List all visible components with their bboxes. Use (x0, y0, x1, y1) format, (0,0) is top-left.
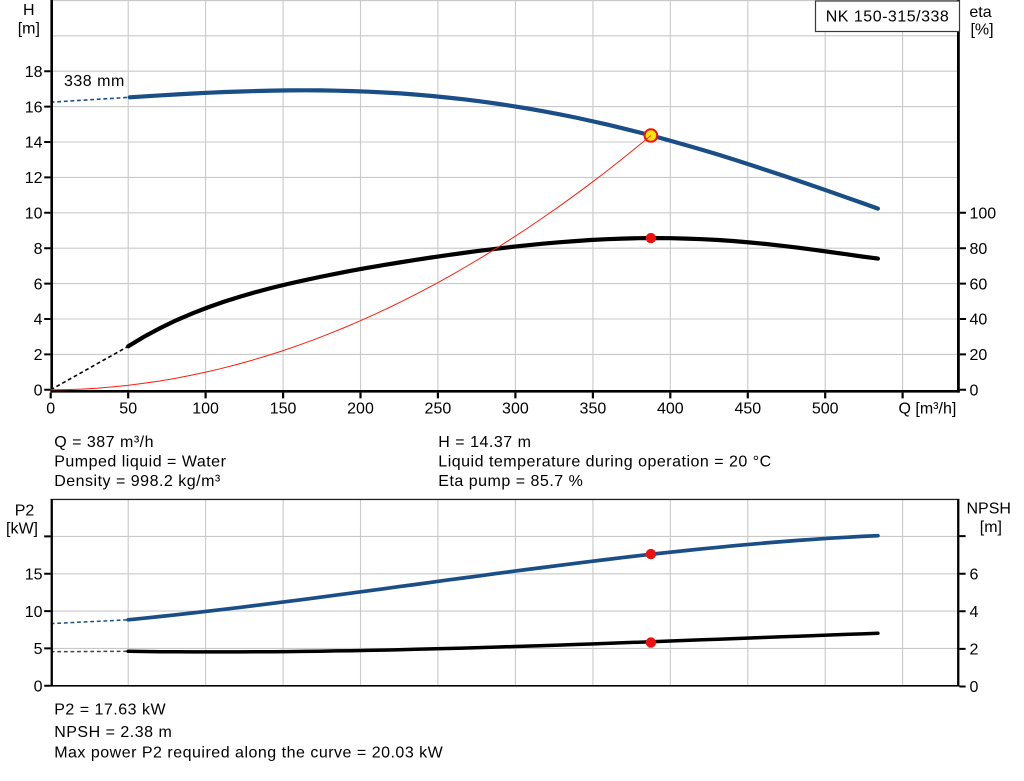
svg-text:338 mm: 338 mm (64, 73, 125, 90)
svg-text:20: 20 (970, 347, 988, 364)
svg-text:500: 500 (812, 400, 839, 417)
svg-text:NPSH = 2.38 m: NPSH = 2.38 m (54, 724, 172, 741)
svg-text:6: 6 (34, 276, 43, 293)
svg-text:2: 2 (970, 642, 979, 659)
svg-text:100: 100 (970, 206, 997, 223)
svg-text:100: 100 (192, 400, 219, 417)
svg-text:5: 5 (34, 641, 43, 658)
svg-text:250: 250 (425, 400, 452, 417)
svg-text:[m]: [m] (980, 519, 1002, 536)
svg-text:200: 200 (347, 400, 374, 417)
svg-text:Q [m³/h]: Q [m³/h] (899, 400, 957, 417)
svg-text:Liquid temperature during oper: Liquid temperature during operation = 20… (438, 454, 771, 471)
svg-text:NPSH: NPSH (967, 501, 1011, 518)
svg-text:350: 350 (580, 400, 607, 417)
svg-text:4: 4 (970, 604, 979, 621)
svg-text:50: 50 (119, 400, 137, 417)
svg-text:Q = 387 m³/h: Q = 387 m³/h (54, 434, 154, 451)
svg-text:18: 18 (25, 64, 43, 81)
svg-text:300: 300 (502, 400, 529, 417)
svg-text:80: 80 (970, 241, 988, 258)
svg-text:2: 2 (34, 347, 43, 364)
svg-text:0: 0 (46, 400, 55, 417)
svg-text:P2 = 17.63 kW: P2 = 17.63 kW (54, 702, 166, 719)
svg-text:[m]: [m] (18, 21, 40, 38)
svg-text:0: 0 (970, 383, 979, 400)
svg-text:0: 0 (34, 679, 43, 696)
svg-text:40: 40 (970, 312, 988, 329)
svg-text:12: 12 (25, 170, 43, 187)
svg-text:10: 10 (25, 206, 43, 223)
svg-text:16: 16 (25, 99, 43, 116)
svg-text:0: 0 (970, 679, 979, 696)
svg-text:[kW]: [kW] (6, 521, 38, 538)
svg-text:60: 60 (970, 276, 988, 293)
svg-text:Max power P2 required along th: Max power P2 required along the curve = … (54, 745, 443, 762)
svg-text:15: 15 (25, 567, 43, 584)
svg-text:450: 450 (734, 400, 761, 417)
svg-text:eta: eta (969, 4, 991, 21)
svg-text:10: 10 (25, 604, 43, 621)
svg-text:6: 6 (970, 566, 979, 583)
svg-text:400: 400 (657, 400, 684, 417)
svg-text:4: 4 (34, 312, 43, 329)
svg-text:Eta pump = 85.7 %: Eta pump = 85.7 % (438, 473, 583, 490)
svg-text:[%]: [%] (970, 22, 993, 39)
svg-text:Pumped liquid = Water: Pumped liquid = Water (54, 454, 226, 471)
svg-text:14: 14 (25, 135, 43, 152)
svg-text:0: 0 (34, 383, 43, 400)
svg-text:H = 14.37 m: H = 14.37 m (438, 434, 531, 451)
svg-text:8: 8 (34, 241, 43, 258)
svg-text:P2: P2 (15, 503, 35, 520)
svg-text:NK 150-315/338: NK 150-315/338 (826, 9, 950, 26)
svg-text:150: 150 (270, 400, 297, 417)
svg-text:Density = 998.2 kg/m³: Density = 998.2 kg/m³ (54, 473, 221, 490)
svg-text:H: H (23, 2, 35, 19)
